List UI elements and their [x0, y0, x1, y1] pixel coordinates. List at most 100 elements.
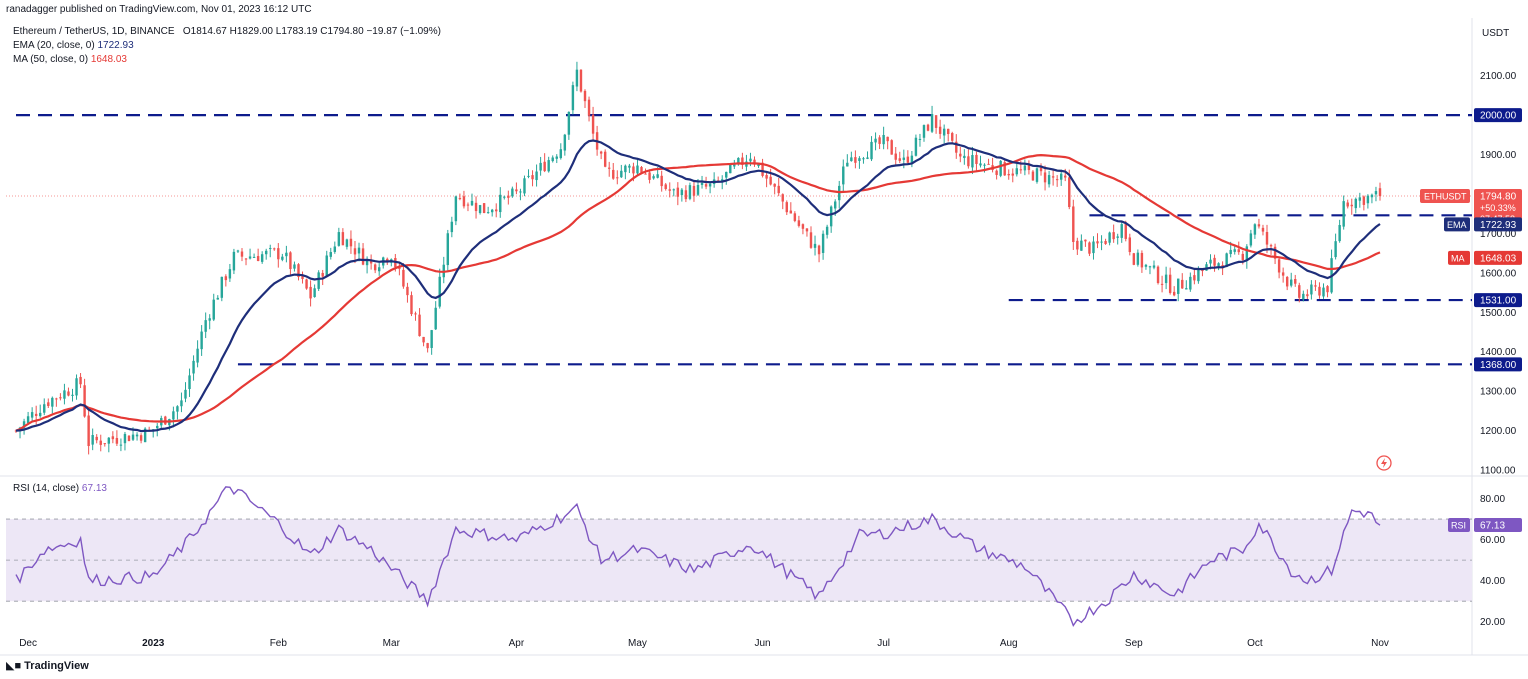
candle [664, 182, 667, 191]
candle [1096, 233, 1099, 249]
tradingview-logo[interactable]: ◣■ TradingView [6, 659, 89, 672]
candle-body [1265, 231, 1269, 245]
rsi-badge-value: 67.13 [1480, 520, 1505, 531]
candle-body [406, 286, 409, 296]
candle [729, 163, 732, 174]
time-tick-label: 2023 [142, 638, 165, 649]
candle [926, 123, 930, 132]
candle [946, 128, 950, 142]
price-tick-label: 1300.00 [1480, 387, 1517, 398]
candle [1302, 290, 1305, 302]
candle-body [668, 189, 671, 191]
candle-body [337, 232, 341, 246]
candle [906, 150, 910, 165]
rsi-tick-label: 20.00 [1480, 617, 1505, 628]
level-badge [1474, 108, 1522, 123]
candle [1294, 274, 1297, 287]
candle-body [761, 162, 764, 176]
candle [1023, 159, 1027, 176]
candle-body [1366, 195, 1370, 204]
candle [773, 183, 776, 195]
candle [975, 151, 978, 172]
ema-legend-value: 1722.93 [97, 40, 134, 51]
candle-body [462, 196, 466, 207]
ohlc-open: 1814.67 [190, 26, 227, 37]
candle [361, 243, 365, 266]
rsi-legend[interactable]: RSI (14, close) 67.13 [13, 482, 107, 495]
candle [1051, 170, 1055, 186]
candle [555, 154, 558, 164]
candle [1378, 182, 1382, 201]
candle [862, 156, 865, 164]
candle [531, 170, 534, 187]
candle-body [825, 226, 829, 235]
candle-body [156, 425, 159, 429]
candle [410, 291, 413, 317]
candle-body [971, 155, 974, 168]
ema-tag [1444, 217, 1470, 232]
candle [866, 151, 869, 160]
candle-body [1342, 201, 1345, 227]
level-badge [1474, 357, 1522, 372]
candle-body [204, 320, 207, 332]
time-tick-label: Sep [1125, 638, 1143, 649]
rsi-tag [1448, 517, 1470, 532]
candle [59, 393, 62, 401]
candle [115, 430, 119, 447]
lightning-icon-ring [1376, 455, 1392, 471]
ohlc-o-label: O [182, 26, 191, 37]
candle [660, 170, 663, 192]
price-badges: ETHUSDT1794.80+50.33%07:47:58EMA1722.93M… [1420, 189, 1522, 265]
candle [289, 251, 292, 276]
candle-body [519, 191, 522, 193]
candle [769, 168, 772, 186]
candle-body [1104, 241, 1107, 244]
candle-body [821, 233, 825, 253]
candle-body [862, 158, 865, 160]
ma-legend[interactable]: MA (50, close, 0) 1648.03 [13, 53, 127, 66]
candle [349, 230, 353, 254]
candle [341, 228, 345, 246]
candle-body [870, 141, 873, 160]
candle [1281, 267, 1285, 283]
candle-body [1047, 175, 1051, 185]
price-tick-label: 1400.00 [1480, 347, 1517, 358]
candle-body [377, 267, 381, 272]
candle-body [680, 189, 684, 196]
candle [269, 244, 272, 258]
candle-body [587, 99, 591, 116]
candle-body [14, 430, 18, 432]
candle [1346, 199, 1349, 209]
candle-body [729, 164, 732, 174]
candle-body [474, 202, 478, 212]
candle [426, 342, 429, 353]
candle-body [321, 272, 324, 277]
candle-body [914, 137, 918, 156]
candle-body [1338, 225, 1341, 242]
candle [111, 431, 115, 444]
candle-body [47, 402, 50, 406]
candle-body [1290, 279, 1293, 286]
symbol-legend[interactable]: Ethereum / TetherUS, 1D, BINANCE O1814.6… [13, 25, 441, 38]
ohlc-change: −19.87 (−1.09%) [366, 26, 441, 37]
candle-body [410, 295, 413, 315]
ema-value-badge [1474, 217, 1522, 232]
ema-legend[interactable]: EMA (20, close, 0) 1722.93 [13, 39, 134, 52]
candle-body [434, 307, 437, 330]
candle-body [1217, 263, 1220, 267]
candle-body [1011, 173, 1014, 176]
candle [1318, 282, 1321, 299]
candle [369, 254, 373, 270]
candle-body [39, 412, 42, 417]
candle-body [188, 375, 191, 390]
candle [1253, 223, 1257, 239]
candle-body [75, 378, 78, 396]
candle-body [882, 134, 885, 145]
candle [612, 162, 615, 180]
candle-body [1253, 224, 1257, 235]
candle-body [1096, 241, 1099, 244]
candle-body [1172, 291, 1176, 296]
candle [886, 136, 889, 150]
candle [260, 251, 264, 264]
